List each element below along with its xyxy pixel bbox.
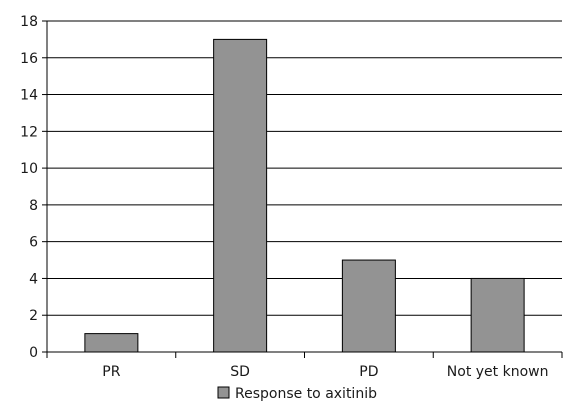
y-tick-label: 0	[29, 345, 38, 361]
legend-swatch	[217, 386, 230, 399]
y-tick-label: 16	[20, 51, 38, 67]
bar-pr	[84, 333, 139, 353]
y-axis-ticks: 0 2 4 6 8 10 12 14 16 18	[20, 14, 47, 361]
x-tick-label: PD	[359, 364, 378, 380]
y-tick-label: 6	[29, 235, 38, 251]
legend-label: Response to axitinib	[235, 386, 377, 402]
x-tick-label: PR	[102, 364, 120, 380]
bar-sd	[213, 38, 268, 353]
y-tick-label: 4	[29, 271, 38, 287]
gridlines	[47, 20, 562, 316]
bar-not-yet-known	[470, 277, 525, 353]
y-tick-label: 12	[20, 124, 38, 140]
legend: Response to axitinib	[217, 386, 377, 402]
y-tick-label: 14	[20, 88, 38, 104]
y-tick-label: 8	[29, 198, 38, 214]
x-tick-label: Not yet known	[447, 364, 549, 380]
y-tick-label: 2	[29, 308, 38, 324]
y-tick-label: 10	[20, 161, 38, 177]
bar-pd	[341, 259, 396, 353]
bar-group	[84, 38, 525, 353]
y-tick-label: 18	[20, 14, 38, 30]
x-axis-ticks: PR SD PD Not yet known	[46, 352, 563, 380]
x-tick-label: SD	[230, 364, 250, 380]
